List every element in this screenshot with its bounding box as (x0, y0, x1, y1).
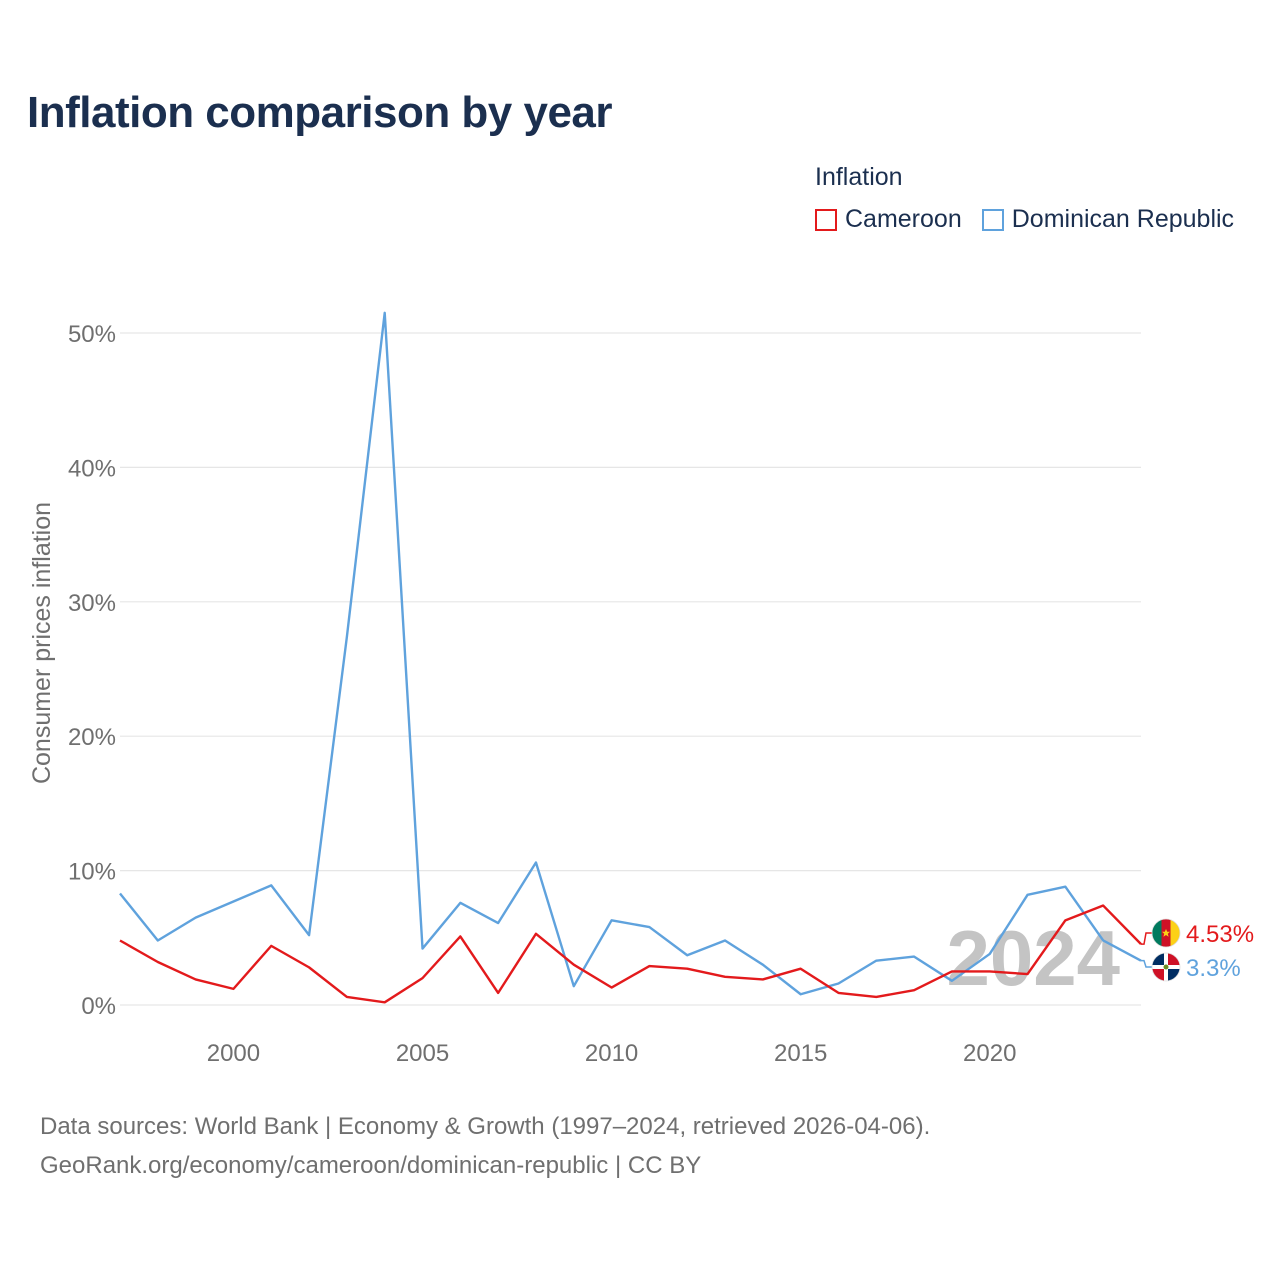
flag-dominican-republic-icon (1151, 952, 1181, 982)
legend-item-cameroon[interactable]: Cameroon (815, 205, 962, 234)
source-line-1: Data sources: World Bank | Economy & Gro… (40, 1113, 931, 1140)
x-axis-ticks: 2000 2005 2010 2015 2020 (207, 1040, 1017, 1067)
y-tick-label: 10% (68, 859, 116, 886)
legend: Cameroon Dominican Republic (815, 205, 1254, 234)
legend-label-dominican-republic: Dominican Republic (1011, 205, 1235, 233)
series-end-labels: 4.53% 3.3% (1141, 918, 1254, 982)
y-tick-label: 40% (68, 455, 116, 482)
chart-title: Inflation comparison by year (27, 88, 613, 137)
y-tick-label: 30% (68, 590, 116, 617)
x-tick-label: 2015 (774, 1040, 827, 1067)
legend-swatch-cameroon (815, 208, 837, 231)
y-axis-ticks: 0% 10% 20% 30% 40% 50% (68, 321, 116, 1020)
end-label-cameroon: 4.53% (1186, 921, 1254, 948)
x-tick-label: 2010 (585, 1040, 638, 1067)
legend-title: Inflation (815, 163, 903, 191)
end-label-dominican-republic: 3.3% (1186, 955, 1241, 982)
series-line-dominican-republic[interactable] (119, 311, 1142, 996)
legend-swatch-dominican-republic (981, 208, 1004, 231)
y-axis-label: Consumer prices inflation (28, 502, 56, 784)
source-note: Data sources: World Bank | Economy & Gro… (40, 1107, 930, 1185)
end-connector-cameroon (1141, 932, 1153, 945)
x-tick-label: 2000 (207, 1040, 260, 1067)
legend-item-dominican-republic[interactable]: Dominican Republic (981, 205, 1235, 234)
y-tick-label: 20% (68, 724, 116, 751)
series-line-cameroon[interactable] (119, 904, 1142, 1004)
legend-label-cameroon: Cameroon (845, 205, 962, 233)
gridlines (120, 332, 1141, 1006)
flag-cameroon-icon (1151, 918, 1181, 948)
y-tick-label: 0% (81, 993, 116, 1020)
end-connector-dominican-republic (1141, 959, 1153, 968)
source-line-2[interactable]: GeoRank.org/economy/cameroon/dominican-r… (40, 1152, 702, 1179)
x-tick-label: 2005 (396, 1040, 449, 1067)
x-tick-label: 2020 (963, 1040, 1016, 1067)
year-watermark: 2024 (946, 914, 1120, 1002)
series-lines (119, 311, 1142, 1004)
line-chart: 0% 10% 20% 30% 40% 50% 2000 2005 2010 2015 2020 C… (28, 311, 1254, 1067)
y-tick-label: 50% (68, 321, 116, 348)
